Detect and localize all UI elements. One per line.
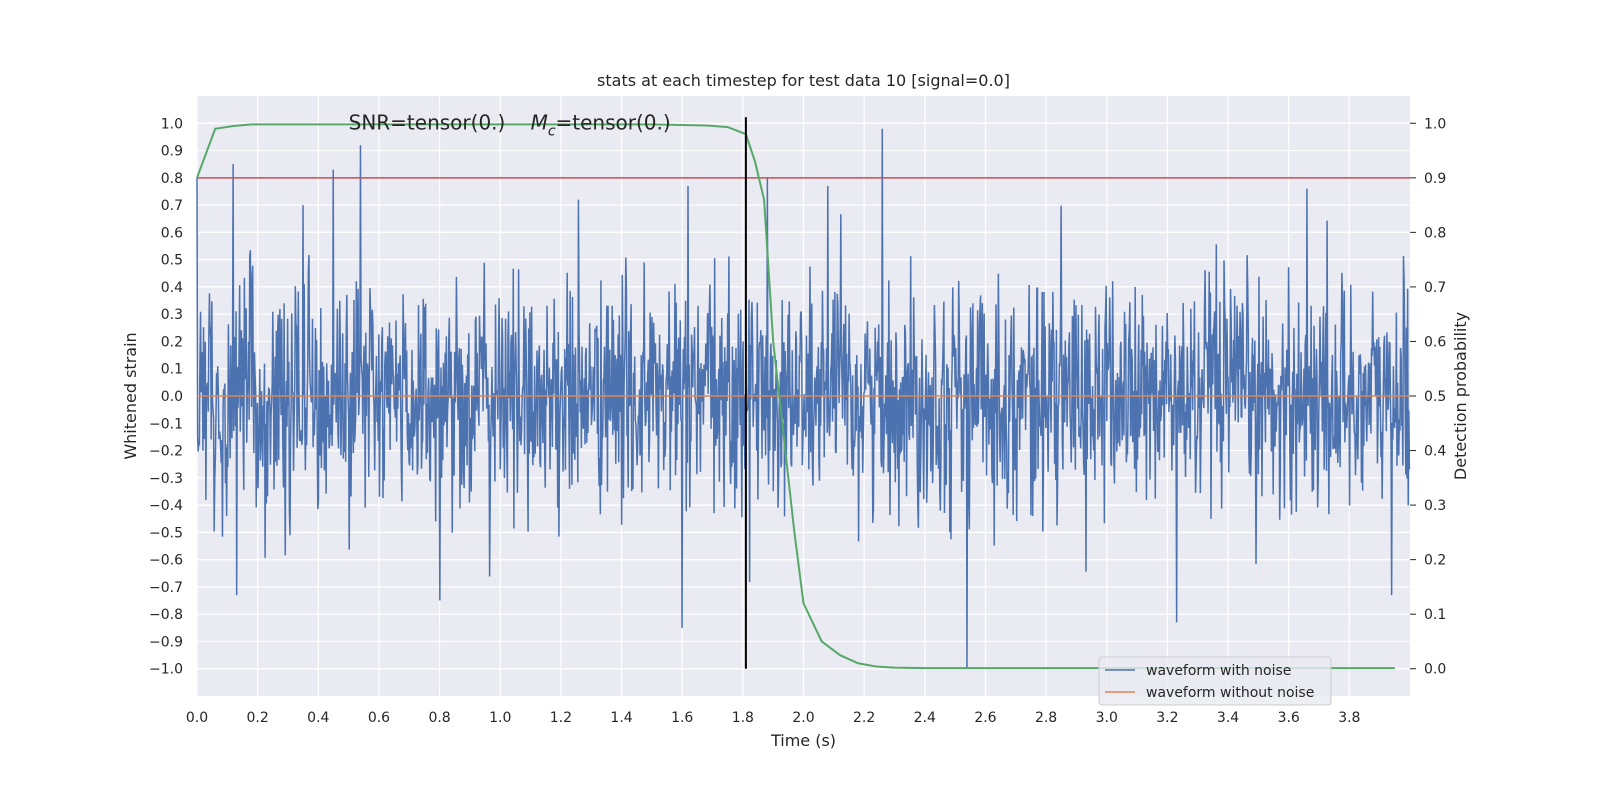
x-tick-label: 1.4 — [610, 710, 632, 726]
legend-label-noise: waveform with noise — [1146, 663, 1291, 679]
chirp-mass-symbol: M — [531, 110, 548, 134]
y2-tick-label: 0.6 — [1424, 334, 1446, 350]
y-tick-label: −1.0 — [149, 662, 183, 678]
y-tick-label: 0.4 — [161, 280, 183, 296]
x-tick-label: 3.2 — [1156, 710, 1178, 726]
legend-box — [1098, 656, 1332, 706]
data-layer — [196, 117, 1411, 670]
y-tick-label: −0.4 — [149, 498, 183, 514]
y-tick-label: −0.5 — [149, 525, 183, 541]
x-tick-label: 2.4 — [914, 710, 936, 726]
x-tick-label: 3.8 — [1338, 710, 1360, 726]
y-axis-label: Whitened strain — [121, 332, 140, 459]
x-tick-label: 2.8 — [1035, 710, 1057, 726]
y-tick-label: 0.8 — [161, 171, 183, 187]
y2-tick-label: 0.8 — [1424, 225, 1446, 241]
y-tick-label: −0.7 — [149, 580, 183, 596]
y-tick-label: 0.3 — [161, 307, 183, 323]
y-tick-label: −0.2 — [149, 444, 183, 460]
x-tick-label: 0.8 — [428, 710, 450, 726]
y-tick-label: −0.3 — [149, 471, 183, 487]
x-tick-label: 0.2 — [247, 710, 269, 726]
y2-tick-label: 0.0 — [1424, 662, 1446, 678]
y-tick-label: 1.0 — [161, 116, 183, 132]
legend: waveform with noise waveform without noi… — [1098, 656, 1332, 706]
series-line-waveform-with-noise — [196, 128, 1411, 669]
y2-axis-label: Detection probability — [1451, 312, 1470, 480]
legend-label-clean: waveform without noise — [1146, 685, 1314, 701]
chirp-mass-value: =tensor(0.) — [556, 110, 671, 134]
x-tick-label: 0.0 — [186, 710, 208, 726]
y2-tick-label: 0.5 — [1424, 389, 1446, 405]
tick-layer: 0.0 0.2 0.4 0.6 0.8 1.0 1.2 1.4 1.6 1.8 2.0 2.2 2.4 2… — [149, 116, 1446, 726]
y2-tick-label: 0.2 — [1424, 553, 1446, 569]
chirp-mass-subscript: c — [548, 123, 556, 139]
chirp-mass-annotation: Mc=tensor(0.) — [531, 110, 671, 139]
x-tick-label: 1.2 — [550, 710, 572, 726]
series-line-detection-probability — [196, 123, 1395, 670]
y2-tick-label: 0.9 — [1424, 171, 1446, 187]
x-tick-label: 2.0 — [792, 710, 814, 726]
x-tick-label: 3.4 — [1217, 710, 1239, 726]
chart-title: stats at each timestep for test data 10 … — [597, 71, 1010, 90]
y-tick-label: 0.2 — [161, 334, 183, 350]
y2-tick-label: 1.0 — [1424, 116, 1446, 132]
x-tick-label: 0.6 — [368, 710, 390, 726]
y2-tick-label: 0.3 — [1424, 498, 1446, 514]
y-tick-label: −0.8 — [149, 607, 183, 623]
y-tick-label: 0.9 — [161, 144, 183, 160]
x-tick-label: 1.8 — [732, 710, 754, 726]
x-tick-label: 3.6 — [1278, 710, 1300, 726]
snr-annotation: SNR=tensor(0.) — [349, 110, 506, 134]
y-tick-label: 0.7 — [161, 198, 183, 214]
x-tick-label: 2.2 — [853, 710, 875, 726]
x-tick-label: 1.6 — [671, 710, 693, 726]
x-axis-label: Time (s) — [770, 731, 836, 750]
x-tick-label: 1.0 — [489, 710, 511, 726]
y-tick-label: −0.9 — [149, 634, 183, 650]
y-tick-label: −0.1 — [149, 416, 183, 432]
y-tick-label: 0.5 — [161, 253, 183, 269]
y-tick-label: 0.1 — [161, 362, 183, 378]
y2-tick-label: 0.1 — [1424, 607, 1446, 623]
x-tick-label: 0.4 — [307, 710, 329, 726]
y-tick-label: −0.6 — [149, 553, 183, 569]
y-tick-label: 0.6 — [161, 225, 183, 241]
x-tick-label: 3.0 — [1096, 710, 1118, 726]
y2-tick-label: 0.4 — [1424, 444, 1446, 460]
x-tick-label: 2.6 — [974, 710, 996, 726]
y-tick-label: 0.0 — [161, 389, 183, 405]
y2-tick-label: 0.7 — [1424, 280, 1446, 296]
